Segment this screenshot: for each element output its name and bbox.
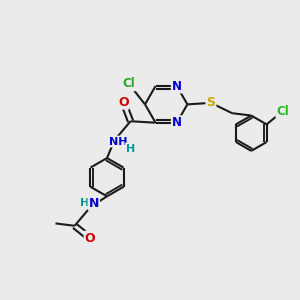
Text: H: H [126, 144, 135, 154]
Text: S: S [206, 96, 215, 110]
Text: N: N [88, 196, 99, 210]
Text: NH: NH [109, 136, 127, 147]
Text: N: N [172, 80, 182, 92]
Text: O: O [85, 232, 95, 244]
Text: O: O [118, 96, 128, 109]
Text: H: H [80, 198, 89, 208]
Text: Cl: Cl [276, 105, 289, 118]
Text: Cl: Cl [122, 77, 135, 90]
Text: N: N [172, 116, 182, 129]
